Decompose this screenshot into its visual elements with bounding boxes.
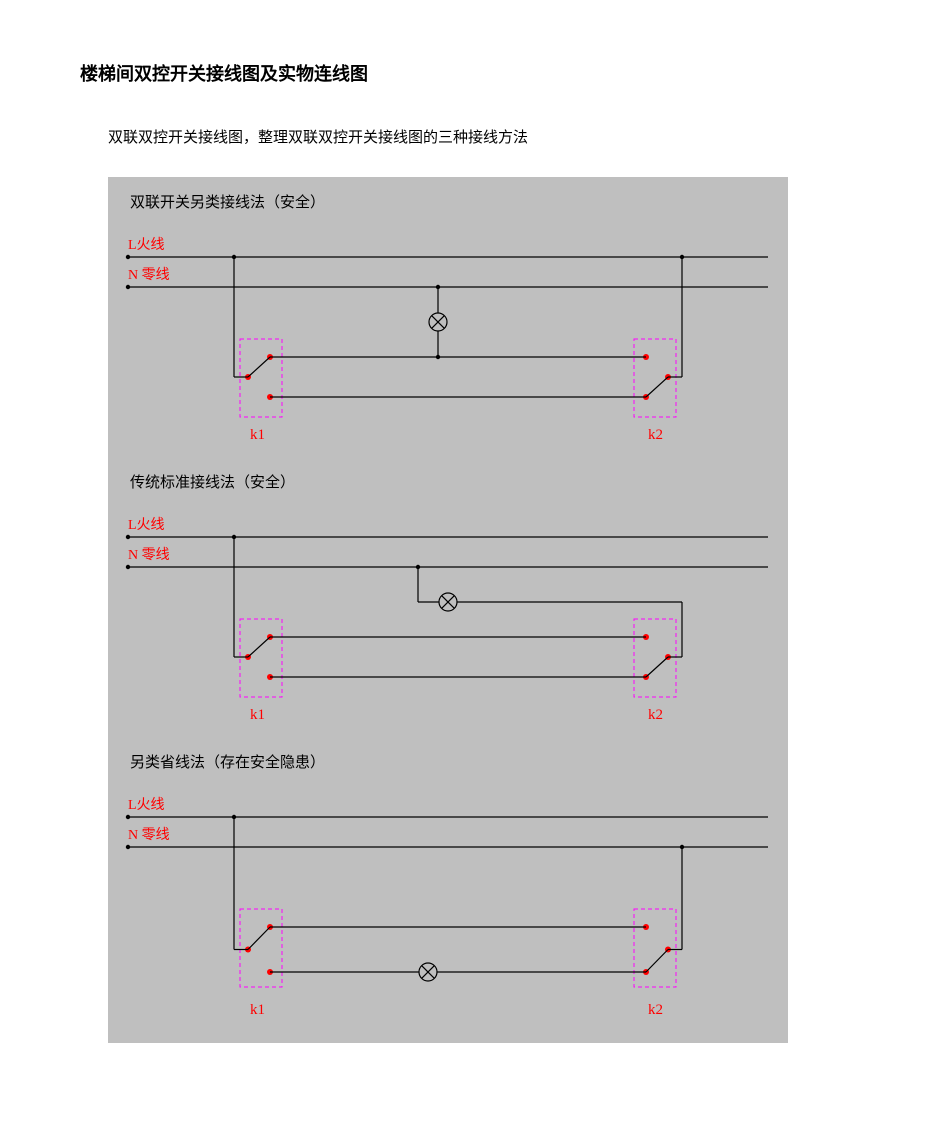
svg-text:k1: k1: [250, 1002, 265, 1018]
circuit-section: 传统标准接线法（安全）L火线N 零线k1k2: [108, 467, 788, 747]
svg-text:k2: k2: [648, 707, 663, 723]
svg-text:N 零线: N 零线: [128, 267, 170, 283]
intro-text: 双联双控开关接线图，整理双联双控开关接线图的三种接线方法: [108, 126, 865, 147]
svg-text:N 零线: N 零线: [128, 547, 170, 563]
circuit-section: 双联开关另类接线法（安全）L火线N 零线k1k2: [108, 187, 788, 467]
svg-text:k2: k2: [648, 1002, 663, 1018]
svg-text:L火线: L火线: [128, 517, 165, 533]
svg-text:k1: k1: [250, 427, 265, 443]
circuit-section: 另类省线法（存在安全隐患）L火线N 零线k1k2: [108, 747, 788, 1027]
svg-text:L火线: L火线: [128, 797, 165, 813]
circuit-B: L火线 N 零线 k1 k2: [108, 487, 788, 747]
svg-text:N 零线: N 零线: [128, 827, 170, 843]
circuit-A: L火线 N 零线 k1 k2: [108, 207, 788, 467]
diagram-panel: 双联开关另类接线法（安全）L火线N 零线k1k2 传统标准接线法（安全）L火线N…: [108, 177, 788, 1043]
page-title: 楼梯间双控开关接线图及实物连线图: [80, 60, 865, 86]
svg-text:L火线: L火线: [128, 237, 165, 253]
svg-text:k2: k2: [648, 427, 663, 443]
svg-text:k1: k1: [250, 707, 265, 723]
circuit-C: L火线 N 零线 k1 k2: [108, 767, 788, 1027]
